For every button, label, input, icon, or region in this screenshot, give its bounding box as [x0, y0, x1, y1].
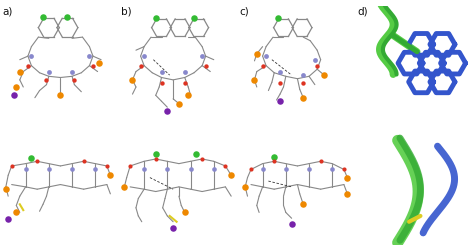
Point: [95, 61, 102, 65]
Point: [276, 99, 284, 103]
Point: [68, 168, 76, 172]
Point: [152, 152, 159, 156]
Point: [262, 54, 270, 58]
Point: [328, 168, 336, 172]
Point: [305, 168, 313, 172]
Point: [8, 164, 16, 168]
Point: [45, 70, 53, 73]
Point: [56, 93, 64, 97]
Point: [311, 58, 319, 62]
Point: [300, 202, 307, 206]
Point: [137, 64, 145, 68]
Point: [276, 82, 284, 86]
Point: [184, 93, 192, 97]
Point: [158, 70, 165, 73]
Point: [344, 176, 351, 180]
Point: [181, 82, 189, 86]
Point: [152, 157, 159, 161]
Text: c): c): [239, 6, 249, 16]
Point: [64, 15, 71, 19]
Point: [103, 164, 110, 168]
Point: [12, 85, 20, 89]
Point: [270, 159, 278, 163]
Text: d): d): [358, 6, 368, 16]
Point: [247, 168, 255, 172]
Point: [86, 54, 93, 58]
Point: [198, 157, 206, 161]
Point: [300, 82, 307, 86]
Point: [253, 52, 261, 56]
Point: [198, 54, 206, 58]
Point: [251, 78, 258, 82]
Point: [228, 173, 235, 177]
Point: [340, 168, 347, 172]
Point: [45, 168, 53, 172]
Point: [27, 156, 35, 160]
Point: [317, 159, 324, 163]
Point: [10, 93, 18, 97]
Point: [164, 168, 171, 172]
Point: [158, 82, 165, 86]
Point: [127, 164, 134, 168]
Point: [164, 109, 171, 113]
Point: [276, 70, 284, 73]
Point: [33, 159, 41, 163]
Point: [140, 168, 148, 172]
Point: [181, 210, 189, 214]
Point: [27, 54, 35, 58]
Point: [2, 187, 9, 191]
Point: [313, 64, 321, 68]
Point: [22, 168, 29, 172]
Point: [24, 64, 32, 68]
Point: [16, 70, 24, 73]
Point: [12, 210, 20, 214]
Point: [221, 164, 229, 168]
Point: [320, 73, 328, 77]
Point: [91, 168, 99, 172]
Point: [241, 185, 249, 189]
Point: [152, 16, 159, 20]
Point: [120, 185, 128, 189]
Point: [190, 16, 198, 20]
Point: [288, 222, 295, 226]
Point: [43, 78, 50, 82]
Point: [181, 70, 189, 73]
Point: [210, 168, 218, 172]
Point: [300, 96, 307, 100]
Point: [68, 70, 76, 73]
Point: [80, 159, 87, 163]
Point: [169, 226, 177, 230]
Text: a): a): [2, 6, 13, 16]
Point: [175, 102, 182, 105]
Point: [274, 16, 282, 20]
Point: [192, 152, 200, 156]
Point: [344, 192, 351, 196]
Point: [282, 168, 290, 172]
Point: [259, 168, 266, 172]
Point: [128, 78, 137, 82]
Point: [140, 54, 148, 58]
Point: [202, 64, 210, 68]
Point: [259, 64, 266, 68]
Text: b): b): [121, 6, 131, 16]
Point: [89, 64, 97, 68]
Point: [107, 173, 114, 177]
Point: [270, 155, 278, 159]
Point: [4, 218, 12, 222]
Point: [187, 168, 194, 172]
Point: [300, 73, 307, 77]
Point: [39, 15, 47, 19]
Point: [71, 78, 78, 82]
